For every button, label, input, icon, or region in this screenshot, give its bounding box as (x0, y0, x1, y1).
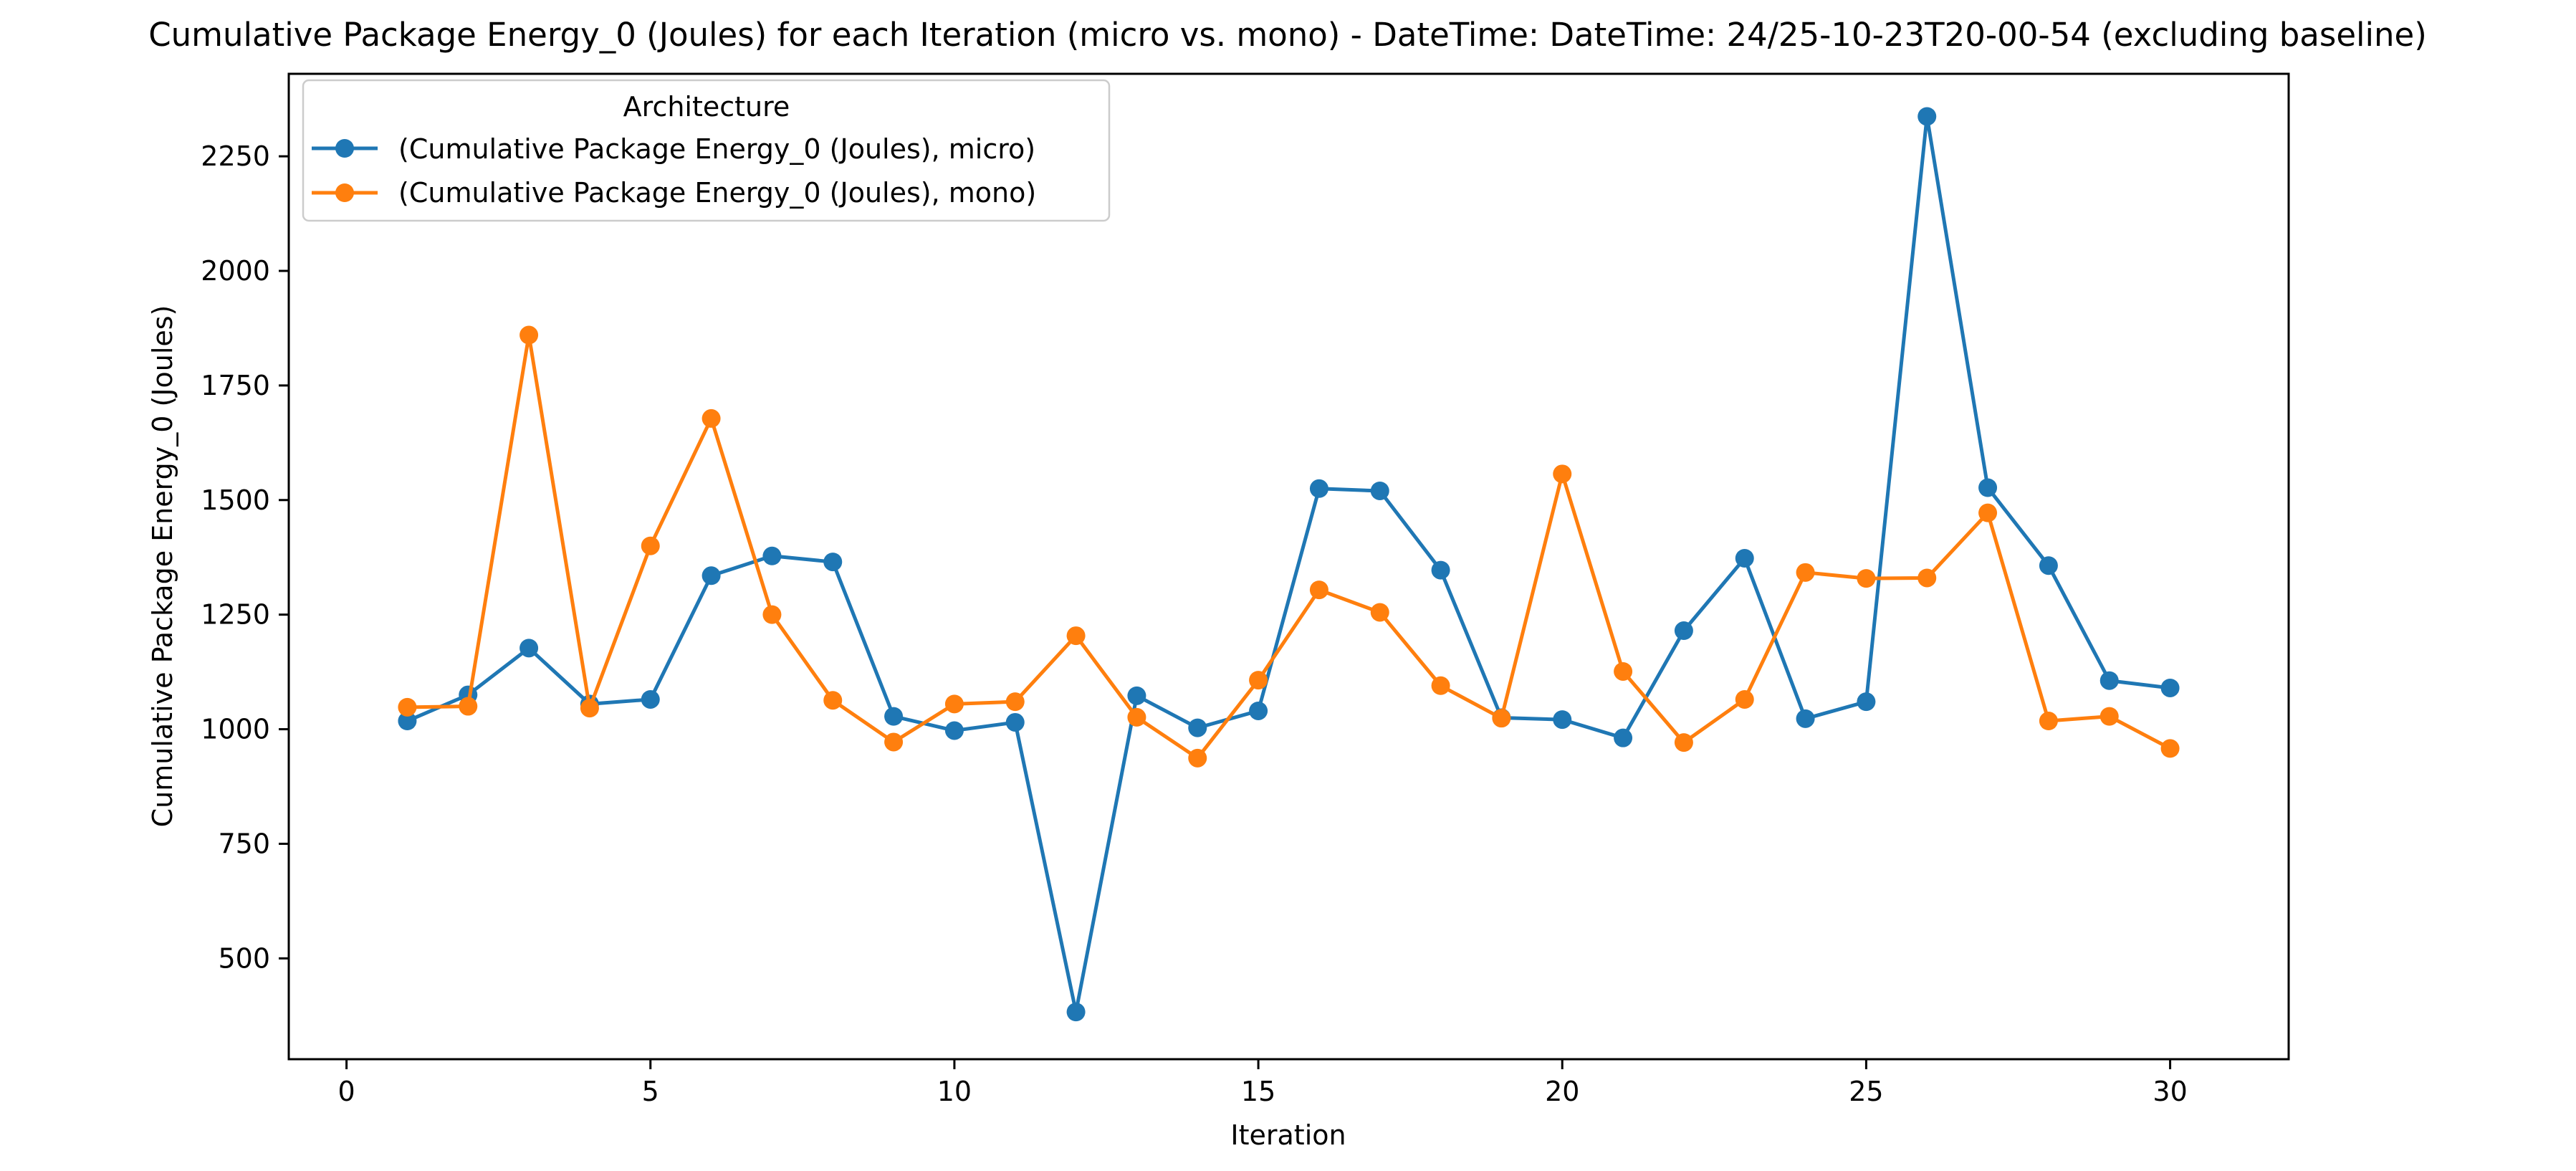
data-point-mono (1796, 563, 1815, 582)
y-tick-label: 2250 (201, 140, 270, 172)
x-tick-label: 30 (2153, 1076, 2187, 1107)
legend-marker-micro (335, 139, 354, 158)
y-tick-label: 1000 (201, 714, 270, 745)
data-point-micro (1674, 621, 1693, 641)
data-point-micro (1066, 1003, 1086, 1022)
legend-label-micro: (Cumulative Package Energy_0 (Joules), m… (398, 133, 1035, 165)
x-tick-label: 25 (1849, 1076, 1883, 1107)
data-point-micro (884, 707, 904, 726)
data-point-micro (1735, 548, 1754, 568)
chart-title: Cumulative Package Energy_0 (Joules) for… (148, 16, 2427, 54)
data-point-micro (1553, 710, 1572, 730)
data-point-micro (1188, 718, 1207, 737)
x-axis: 0 5 10 15 20 25 30 (337, 1059, 2188, 1107)
data-point-micro (823, 553, 843, 572)
data-point-micro (1796, 709, 1815, 728)
plot-area (287, 72, 2290, 1061)
y-tick-label: 1500 (201, 484, 270, 516)
data-point-mono (944, 694, 964, 714)
series-layer (398, 107, 2180, 1022)
y-tick-label: 750 (218, 828, 270, 859)
data-point-micro (641, 689, 660, 709)
data-point-mono (1674, 733, 1693, 752)
data-point-mono (2099, 707, 2119, 726)
data-point-mono (1553, 464, 1572, 484)
data-point-mono (1309, 580, 1328, 600)
data-point-micro (519, 639, 539, 658)
data-point-mono (702, 408, 721, 428)
data-point-micro (1431, 560, 1450, 580)
data-point-micro (762, 546, 782, 565)
data-point-micro (2039, 556, 2058, 575)
y-tick-label: 500 (218, 942, 270, 974)
y-tick-label: 1250 (201, 599, 270, 631)
legend-marker-mono (335, 183, 354, 202)
data-point-mono (1857, 569, 1876, 588)
x-axis-label: Iteration (1230, 1119, 1346, 1151)
y-axis: 500 750 1000 1250 1500 1750 2000 2250 (201, 140, 289, 974)
x-tick-label: 0 (337, 1076, 355, 1107)
data-point-micro (1857, 692, 1876, 712)
data-point-mono (1127, 707, 1146, 727)
data-point-mono (1917, 568, 1937, 588)
data-point-mono (398, 697, 417, 717)
data-point-mono (519, 325, 539, 345)
data-point-mono (884, 732, 904, 752)
legend-entry-mono: (Cumulative Package Energy_0 (Joules), m… (312, 177, 1036, 209)
legend-title: Architecture (623, 91, 790, 123)
y-axis-label: Cumulative Package Energy_0 (Joules) (147, 305, 178, 828)
data-point-mono (580, 699, 599, 718)
x-tick-label: 20 (1545, 1076, 1579, 1107)
x-tick-label: 15 (1241, 1076, 1275, 1107)
legend-label-mono: (Cumulative Package Energy_0 (Joules), m… (398, 177, 1036, 209)
data-point-mono (2160, 739, 2180, 758)
legend-box (302, 79, 1111, 222)
x-tick-label: 5 (642, 1076, 659, 1107)
data-point-mono (459, 697, 478, 716)
data-point-micro (702, 566, 721, 586)
series-line-mono (405, 333, 2173, 760)
legend: Architecture (Cumulative Package Energy_… (302, 79, 1111, 222)
data-point-mono (1188, 748, 1207, 768)
data-point-mono (1370, 603, 1389, 622)
data-point-mono (1978, 503, 1998, 522)
data-point-micro (2160, 678, 2180, 697)
data-point-mono (2039, 712, 2058, 731)
series-line-micro (405, 114, 2173, 1014)
data-point-micro (1127, 686, 1146, 705)
y-tick-label: 2000 (201, 255, 270, 287)
data-point-mono (762, 605, 782, 624)
data-point-micro (1917, 107, 1937, 126)
data-point-micro (398, 712, 417, 731)
legend-entry-micro: (Cumulative Package Energy_0 (Joules), m… (312, 133, 1035, 165)
data-point-mono (823, 691, 843, 710)
data-point-mono (1005, 692, 1025, 712)
axes-frame (287, 72, 2290, 1061)
data-point-micro (1005, 712, 1025, 732)
data-point-micro (1978, 478, 1998, 497)
y-tick-label: 1750 (201, 370, 270, 401)
data-point-mono (1431, 676, 1450, 695)
data-point-micro (944, 721, 964, 740)
data-point-micro (1614, 728, 1633, 747)
data-point-micro (1309, 479, 1328, 498)
x-tick-label: 10 (937, 1076, 972, 1107)
data-point-mono (1249, 671, 1268, 690)
data-point-mono (641, 536, 660, 555)
data-point-mono (1066, 626, 1086, 646)
data-point-mono (1614, 661, 1633, 681)
data-point-micro (2099, 671, 2119, 690)
data-point-micro (1249, 701, 1268, 720)
data-point-mono (1492, 709, 1511, 728)
data-point-micro (1370, 481, 1389, 500)
data-point-mono (1735, 689, 1754, 709)
